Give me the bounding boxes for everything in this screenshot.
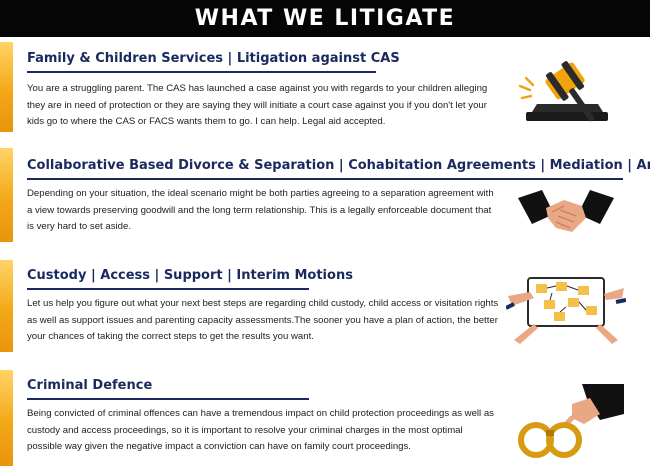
section-accent-bar [0, 370, 13, 466]
section-custody-access: Custody | Access | Support | Interim Mot… [0, 258, 650, 358]
section-criminal-defence: Criminal Defence Being convicted of crim… [0, 368, 650, 466]
section-body: Let us help you figure out what your nex… [27, 298, 499, 342]
title-underline [27, 288, 309, 290]
section-title: Custody | Access | Support | Interim Mot… [27, 268, 353, 283]
title-underline [27, 71, 376, 73]
handshake-icon [518, 190, 614, 232]
gavel-icon [518, 61, 608, 122]
page-title: WHAT WE LITIGATE [194, 6, 456, 31]
handcuffs-icon [518, 384, 624, 458]
section-body: Depending on your situation, the ideal s… [27, 188, 494, 232]
section-family-children: Family & Children Services | Litigation … [0, 40, 650, 136]
header-banner: WHAT WE LITIGATE [0, 0, 650, 37]
title-underline [27, 178, 623, 180]
section-body: You are a struggling parent. The CAS has… [27, 83, 488, 127]
planning-board-icon [506, 277, 626, 344]
title-underline [27, 398, 309, 400]
section-title: Criminal Defence [27, 378, 153, 393]
section-accent-bar [0, 42, 13, 132]
section-accent-bar [0, 148, 13, 242]
section-accent-bar [0, 260, 13, 352]
section-title: Collaborative Based Divorce & Separation… [27, 158, 650, 173]
section-divorce-separation: Collaborative Based Divorce & Separation… [0, 148, 650, 248]
section-title: Family & Children Services | Litigation … [27, 51, 400, 66]
section-body: Being convicted of criminal offences can… [27, 408, 494, 452]
